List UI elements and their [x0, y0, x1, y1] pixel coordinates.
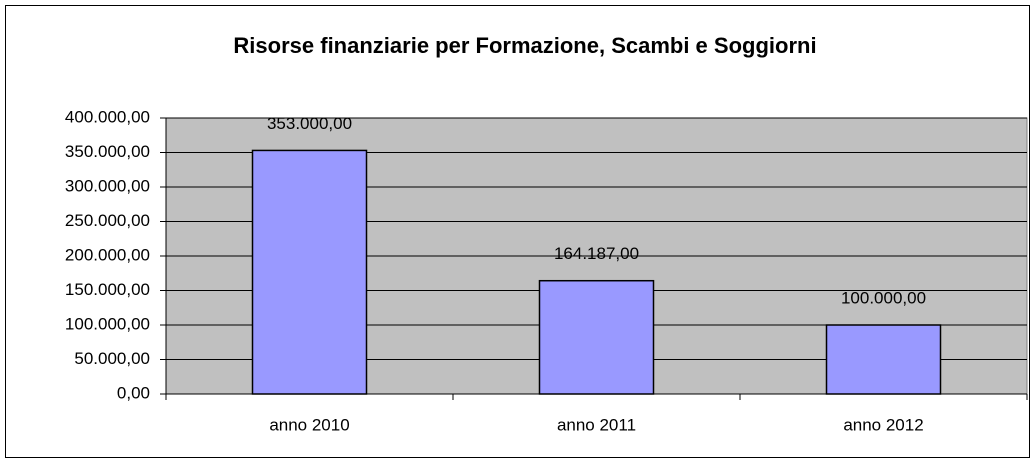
bar: [251, 149, 368, 395]
chart-title: Risorse finanziarie per Formazione, Scam…: [233, 33, 816, 58]
data-label: 353.000,00: [267, 114, 352, 133]
y-tick-label: 400.000,00: [65, 107, 150, 126]
x-tick-label: anno 2012: [843, 415, 923, 434]
y-tick-label: 350.000,00: [65, 142, 150, 161]
y-tick-label: 0,00: [117, 383, 150, 402]
y-tick-label: 200.000,00: [65, 245, 150, 264]
x-tick-label: anno 2010: [269, 415, 349, 434]
y-tick-label: 250.000,00: [65, 211, 150, 230]
bar: [825, 324, 942, 395]
x-tick-label: anno 2011: [557, 415, 636, 434]
data-label: 164.187,00: [554, 244, 639, 263]
data-label: 100.000,00: [841, 288, 926, 307]
y-tick-label: 100.000,00: [65, 314, 150, 333]
y-tick-label: 300.000,00: [65, 176, 150, 195]
bar: [538, 279, 655, 395]
y-tick-label: 150.000,00: [65, 280, 150, 299]
y-tick-label: 50.000,00: [74, 349, 150, 368]
